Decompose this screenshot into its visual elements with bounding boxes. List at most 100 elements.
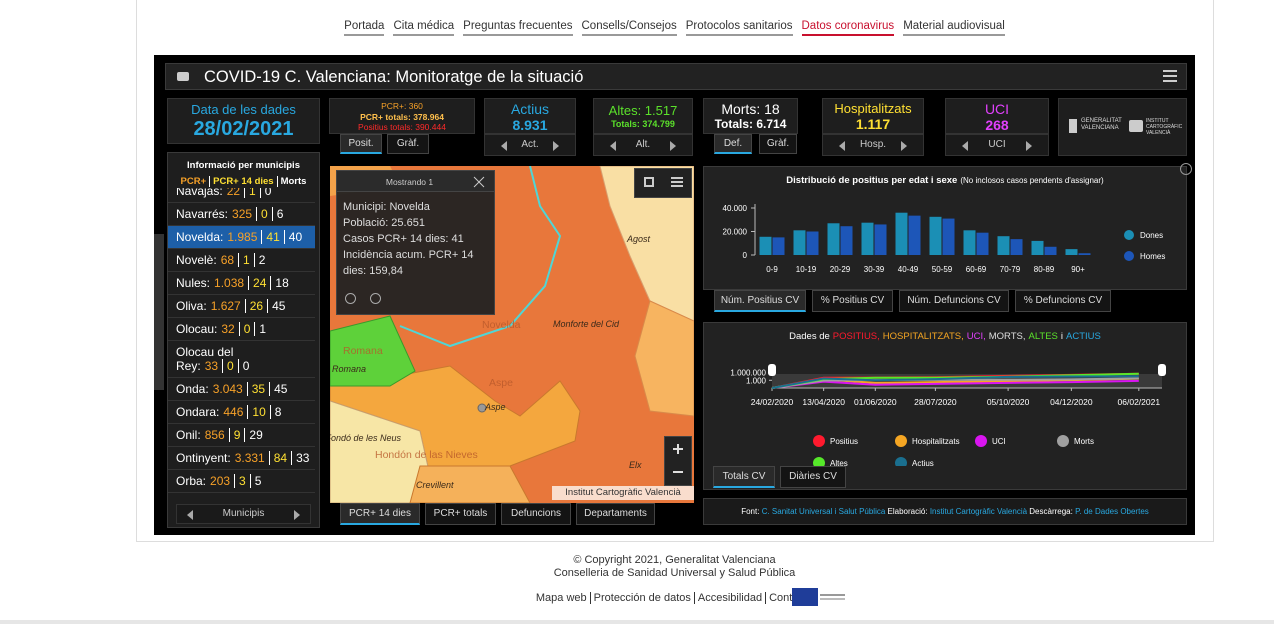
tab[interactable]: % Defuncions CV (1015, 290, 1111, 312)
nav-link[interactable]: Protocolos sanitarios (685, 20, 793, 36)
map-label: Hondón de las Nieves (375, 449, 478, 461)
municipality-name: Olocau del Rey: (176, 345, 234, 373)
popup-pan[interactable] (345, 293, 356, 304)
municipality-row[interactable]: Onda: 3.043 35 45 (168, 378, 315, 401)
municipality-row[interactable]: Oliva: 1.627 26 45 (168, 295, 315, 318)
footer-link[interactable]: Accesibilidad (693, 592, 765, 604)
altes-nav[interactable]: Alt. (593, 134, 693, 156)
municipality-row[interactable]: Navajas: 22 1 0 (168, 188, 315, 203)
copyright: © Copyright 2021, Generalitat Valenciana (573, 554, 776, 566)
map-point (477, 403, 487, 413)
pcr14-value: 10 (247, 405, 266, 419)
deaths-value: 8 (269, 405, 282, 419)
pcr-value: 203 (210, 474, 231, 488)
tab[interactable]: Departaments (576, 503, 655, 525)
map-region (634, 300, 694, 417)
tab[interactable]: Núm. Positius CV (714, 290, 806, 312)
tab[interactable]: PCR+ totals (425, 503, 496, 525)
zoom-controls[interactable] (664, 436, 692, 486)
expand-button[interactable] (1180, 163, 1192, 175)
tab[interactable]: Núm. Defuncions CV (899, 290, 1009, 312)
download-link[interactable]: P. de Dades Obertes (1075, 507, 1149, 516)
nav-link[interactable]: Portada (344, 20, 385, 36)
popup-close[interactable] (473, 176, 485, 188)
municipality-row[interactable]: Ontinyent: 3.331 84 33 (168, 447, 315, 470)
source-panel: Font: C. Sanitat Universal i Salut Públi… (703, 498, 1187, 525)
municipality-row[interactable]: Novelè: 68 1 2 (168, 249, 315, 272)
tab[interactable]: Posit. (340, 134, 382, 154)
municipality-row[interactable]: Olocau: 32 0 1 (168, 318, 315, 341)
nav-link[interactable]: Preguntas frecuentes (463, 20, 573, 36)
municipality-name: Onil: (176, 428, 201, 442)
map-label: Monforte del Cid (553, 319, 620, 329)
map-label: Agost (626, 234, 651, 244)
municipality-name: Navarrés: (176, 207, 229, 221)
actius-nav[interactable]: Act. (484, 134, 576, 156)
elaboration-link[interactable]: Institut Cartogràfic Valencià (929, 507, 1028, 516)
tab[interactable]: PCR+ 14 dies (340, 503, 420, 525)
uci-nav[interactable]: UCI (945, 134, 1049, 156)
download-label: Descàrrega: (1029, 507, 1073, 516)
legend-item: PCR+ (180, 176, 207, 187)
popup-line: Casos PCR+ 14 dies: 41 (343, 233, 464, 245)
source-link[interactable]: C. Sanitat Universal i Salut Pública (761, 507, 886, 516)
deaths-value: 0 (237, 359, 250, 373)
pcr-value: 22 (226, 188, 241, 198)
tab[interactable]: Gràf. (759, 134, 797, 154)
hosp-nav[interactable]: Hosp. (822, 134, 924, 156)
pcr-value: 325 (232, 207, 253, 221)
map-region (330, 315, 416, 387)
municipality-row[interactable]: Orba: 203 3 5 (168, 470, 315, 493)
deaths-value: 29 (244, 428, 263, 442)
municipality-row[interactable]: Novelda: 1.985 41 40 (168, 226, 315, 249)
map-label: Aspe (484, 402, 506, 412)
pcr14-value: 26 (244, 299, 264, 313)
tab[interactable]: % Positius CV (812, 290, 893, 312)
municipality-name: Oliva: (176, 299, 207, 313)
side-handle[interactable] (154, 234, 164, 390)
footer-link[interactable]: Mapa web (535, 592, 587, 604)
pcr-value: 1.627 (210, 299, 241, 313)
map-label: Romana (332, 364, 366, 374)
layers-button[interactable] (671, 177, 683, 179)
tab[interactable]: Totals CV (713, 466, 775, 488)
nav-link[interactable]: Cita médica (393, 20, 455, 36)
title-bar: COVID-19 C. Valenciana: Monitoratge de l… (165, 63, 1187, 90)
deaths-value: 6 (271, 207, 284, 221)
deaths-value: 5 (249, 474, 262, 488)
municipality-row[interactable]: Onil: 856 9 29 (168, 424, 315, 447)
tab[interactable]: Diàries CV (780, 466, 846, 488)
popup-body: Municipi: Novelda Població: 25.651 Casos P… (343, 199, 491, 279)
zoom-in[interactable] (677, 444, 679, 454)
tab[interactable]: Gràf. (387, 134, 429, 154)
nav-link[interactable]: Consells/Consejos (581, 20, 677, 36)
municipality-row[interactable]: Nules: 1.038 24 18 (168, 272, 315, 295)
municipalities-nav[interactable]: Municipis (176, 504, 311, 524)
municipality-row[interactable]: Navarrés: 325 0 6 (168, 203, 315, 226)
map-tools[interactable] (634, 168, 692, 198)
municipality-row[interactable]: Ondara: 446 10 8 (168, 401, 315, 424)
hosp-value: 1.117 (855, 116, 891, 132)
tab[interactable]: Def. (714, 134, 752, 154)
pcr-value: 1.985 (227, 230, 258, 244)
selected-boundary (399, 166, 562, 348)
actius-label: Actius (510, 101, 550, 117)
menu-icon[interactable] (1163, 70, 1177, 72)
pcr14-value: 0 (238, 322, 251, 336)
zoom-out[interactable] (673, 471, 683, 473)
altes-card: Altes: 1.517 Totals: 374.799 (593, 98, 693, 134)
nav-link[interactable]: Datos coronavirus (801, 20, 895, 36)
gva-logo-text: GENERALITAT VALENCIANA (1081, 118, 1122, 131)
home-button[interactable] (644, 177, 654, 187)
municipalities-list: Navajas: 22 1 0 Navarrés: 325 0 6 Novelda: 1.985 4… (168, 188, 315, 500)
popup-zoom[interactable] (370, 293, 381, 304)
tab[interactable]: Defuncions (501, 503, 571, 525)
pcr-value: 1.038 (214, 276, 245, 290)
pcr-value: 68 (220, 253, 235, 267)
altes-value: Totals: 374.799 (611, 119, 675, 129)
pcr14-value: 41 (261, 230, 280, 244)
footer-link[interactable]: Protección de datos (589, 592, 694, 604)
nav-link[interactable]: Material audiovisual (903, 20, 1005, 36)
municipality-row[interactable]: Olocau del Rey: 33 0 0 (168, 341, 315, 378)
